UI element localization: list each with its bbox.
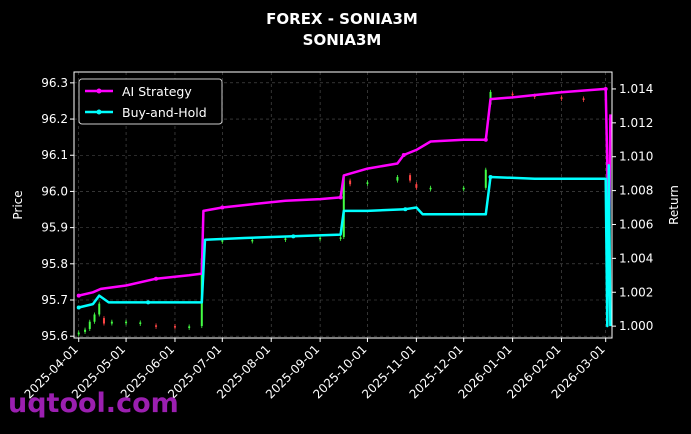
price-candle (582, 98, 585, 100)
watermark: uqtool.com (8, 388, 179, 419)
price-candle (125, 321, 128, 324)
legend-marker-ai-strategy (96, 88, 102, 94)
series-point-buy-and-hold (76, 305, 81, 310)
y-tick-label-left: 95.7 (41, 293, 68, 307)
y-tick-label-right: 1.008 (619, 184, 653, 198)
y-tick-label-left: 95.6 (41, 329, 68, 343)
legend: AI Strategy Buy-and-Hold (78, 78, 223, 125)
price-candle (319, 237, 322, 240)
price-candle (284, 238, 287, 240)
series-point-ai-strategy (338, 195, 343, 200)
plot-frame (73, 71, 613, 339)
series-point-ai-strategy (154, 276, 159, 281)
series-point-buy-and-hold (403, 207, 408, 212)
series-point-ai-strategy (220, 205, 225, 210)
price-candle (188, 326, 191, 328)
price-candle (462, 187, 465, 190)
chart-title: FOREX - SONIA3M (266, 10, 418, 28)
price-candle (366, 182, 369, 184)
series-point-ai-strategy (603, 86, 608, 91)
price-candle (396, 176, 399, 181)
price-candle (484, 169, 487, 188)
price-candle (98, 303, 101, 315)
y-tick-label-left: 95.8 (41, 257, 68, 271)
y-tick-label-right: 1.002 (619, 285, 653, 299)
price-candle (349, 180, 352, 185)
y-tick-label-right: 1.014 (619, 82, 653, 96)
price-candle (415, 184, 418, 188)
series-line-buy-and-hold (78, 163, 612, 328)
y-tick-label-right: 1.006 (619, 217, 653, 231)
legend-box (78, 78, 223, 125)
y-axis-label-right: Return (667, 185, 681, 225)
price-candle (155, 325, 158, 327)
price-candle (221, 240, 224, 242)
legend-label-buy-and-hold: Buy-and-Hold (122, 105, 207, 120)
legend-marker-buy-and-hold (96, 109, 102, 115)
y-tick-label-right: 1.012 (619, 116, 653, 130)
series-point-ai-strategy (401, 153, 406, 158)
y-tick-label-right: 1.010 (619, 150, 653, 164)
price-candle (139, 322, 142, 324)
price-candle (342, 176, 345, 238)
series-point-buy-and-hold (488, 175, 493, 180)
y-tick-label-left: 96.0 (41, 184, 68, 198)
legend-label-ai-strategy: AI Strategy (122, 84, 192, 99)
y-tick-label-left: 96.1 (41, 148, 68, 162)
series-point-ai-strategy (483, 137, 488, 142)
y-tick-label-right: 1.004 (619, 251, 653, 265)
y-tick-label-right: 1.000 (619, 319, 653, 333)
price-candle (110, 321, 113, 324)
price-candle (251, 239, 254, 242)
price-candle (84, 329, 87, 332)
chart-subtitle: SONIA3M (303, 31, 382, 49)
price-candle (409, 175, 412, 181)
price-candle (339, 237, 342, 239)
y-tick-label-left: 95.9 (41, 221, 68, 235)
series-line-ai-strategy (78, 87, 612, 297)
y-tick-label-left: 96.3 (41, 76, 68, 90)
price-candle (102, 318, 105, 324)
price-candle (560, 97, 563, 99)
series-point-ai-strategy (76, 293, 81, 298)
price-candle (93, 314, 96, 322)
price-candle (173, 326, 176, 328)
series-point-buy-and-hold (291, 234, 296, 239)
price-candle (88, 321, 91, 329)
price-candle (511, 93, 514, 96)
series-point-buy-and-hold (146, 300, 151, 305)
price-candle (77, 332, 80, 335)
series-lines (76, 86, 612, 328)
axis-ticks: 2025-04-012025-05-012025-06-012025-07-01… (22, 76, 654, 402)
y-axis-label-left: Price (11, 190, 25, 219)
price-candles (77, 89, 607, 337)
price-candle (429, 187, 432, 190)
y-tick-label-left: 96.2 (41, 112, 68, 126)
